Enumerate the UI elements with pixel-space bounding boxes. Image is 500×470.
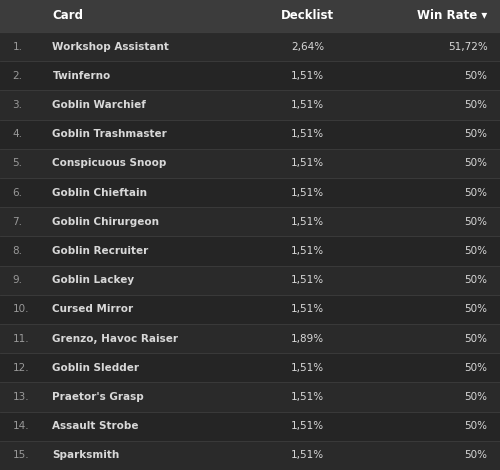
Text: 5.: 5.: [12, 158, 22, 168]
Text: 2.: 2.: [12, 71, 22, 81]
Text: 1,51%: 1,51%: [291, 421, 324, 431]
Text: 9.: 9.: [12, 275, 22, 285]
Text: Win Rate ▾: Win Rate ▾: [417, 9, 488, 23]
Text: Goblin Lackey: Goblin Lackey: [52, 275, 134, 285]
Text: 14.: 14.: [12, 421, 29, 431]
Text: 7.: 7.: [12, 217, 22, 227]
Bar: [0, 353, 500, 383]
Text: 50%: 50%: [464, 246, 487, 256]
Text: 1,51%: 1,51%: [291, 188, 324, 197]
Text: Decklist: Decklist: [281, 9, 334, 23]
Text: 50%: 50%: [464, 217, 487, 227]
Text: 1,51%: 1,51%: [291, 158, 324, 168]
Text: 10.: 10.: [12, 305, 29, 314]
Text: 1,51%: 1,51%: [291, 392, 324, 402]
Bar: [0, 90, 500, 119]
Bar: [0, 412, 500, 441]
Text: 3.: 3.: [12, 100, 22, 110]
Text: 50%: 50%: [464, 305, 487, 314]
Bar: [0, 178, 500, 207]
Text: 4.: 4.: [12, 129, 22, 139]
Text: 8.: 8.: [12, 246, 22, 256]
Bar: [0, 441, 500, 470]
Text: Goblin Chirurgeon: Goblin Chirurgeon: [52, 217, 160, 227]
Bar: [0, 61, 500, 90]
Bar: [0, 0, 500, 32]
Text: 1,51%: 1,51%: [291, 363, 324, 373]
Text: Card: Card: [52, 9, 84, 23]
Text: 50%: 50%: [464, 363, 487, 373]
Bar: [0, 119, 500, 149]
Text: 6.: 6.: [12, 188, 22, 197]
Bar: [0, 236, 500, 266]
Text: Goblin Sledder: Goblin Sledder: [52, 363, 140, 373]
Text: Twinferno: Twinferno: [52, 71, 111, 81]
Text: 1,51%: 1,51%: [291, 100, 324, 110]
Text: 1,51%: 1,51%: [291, 450, 324, 461]
Text: 1.: 1.: [12, 41, 22, 52]
Bar: [0, 383, 500, 412]
Text: 50%: 50%: [464, 450, 487, 461]
Text: Goblin Chieftain: Goblin Chieftain: [52, 188, 148, 197]
Text: Sparksmith: Sparksmith: [52, 450, 120, 461]
Text: 15.: 15.: [12, 450, 29, 461]
Text: Goblin Warchief: Goblin Warchief: [52, 100, 146, 110]
Text: 1,51%: 1,51%: [291, 246, 324, 256]
Bar: [0, 266, 500, 295]
Text: 12.: 12.: [12, 363, 29, 373]
Text: 50%: 50%: [464, 275, 487, 285]
Text: 50%: 50%: [464, 100, 487, 110]
Bar: [0, 295, 500, 324]
Text: 2,64%: 2,64%: [291, 41, 324, 52]
Text: 1,51%: 1,51%: [291, 71, 324, 81]
Bar: [0, 207, 500, 236]
Bar: [0, 149, 500, 178]
Text: 50%: 50%: [464, 421, 487, 431]
Text: Cursed Mirror: Cursed Mirror: [52, 305, 134, 314]
Text: Goblin Recruiter: Goblin Recruiter: [52, 246, 149, 256]
Text: 1,51%: 1,51%: [291, 275, 324, 285]
Text: Goblin Trashmaster: Goblin Trashmaster: [52, 129, 167, 139]
Text: 11.: 11.: [12, 334, 29, 344]
Text: 50%: 50%: [464, 334, 487, 344]
Text: 50%: 50%: [464, 158, 487, 168]
Text: Workshop Assistant: Workshop Assistant: [52, 41, 170, 52]
Text: Praetor's Grasp: Praetor's Grasp: [52, 392, 144, 402]
Text: 1,51%: 1,51%: [291, 129, 324, 139]
Text: Grenzo, Havoc Raiser: Grenzo, Havoc Raiser: [52, 334, 178, 344]
Text: 1,51%: 1,51%: [291, 217, 324, 227]
Text: Assault Strobe: Assault Strobe: [52, 421, 139, 431]
Text: Conspicuous Snoop: Conspicuous Snoop: [52, 158, 167, 168]
Text: 1,51%: 1,51%: [291, 305, 324, 314]
Bar: [0, 324, 500, 353]
Text: 1,89%: 1,89%: [291, 334, 324, 344]
Text: 50%: 50%: [464, 129, 487, 139]
Text: 50%: 50%: [464, 71, 487, 81]
Text: 51,72%: 51,72%: [448, 41, 488, 52]
Text: 50%: 50%: [464, 392, 487, 402]
Text: 13.: 13.: [12, 392, 29, 402]
Bar: [0, 32, 500, 61]
Text: 50%: 50%: [464, 188, 487, 197]
